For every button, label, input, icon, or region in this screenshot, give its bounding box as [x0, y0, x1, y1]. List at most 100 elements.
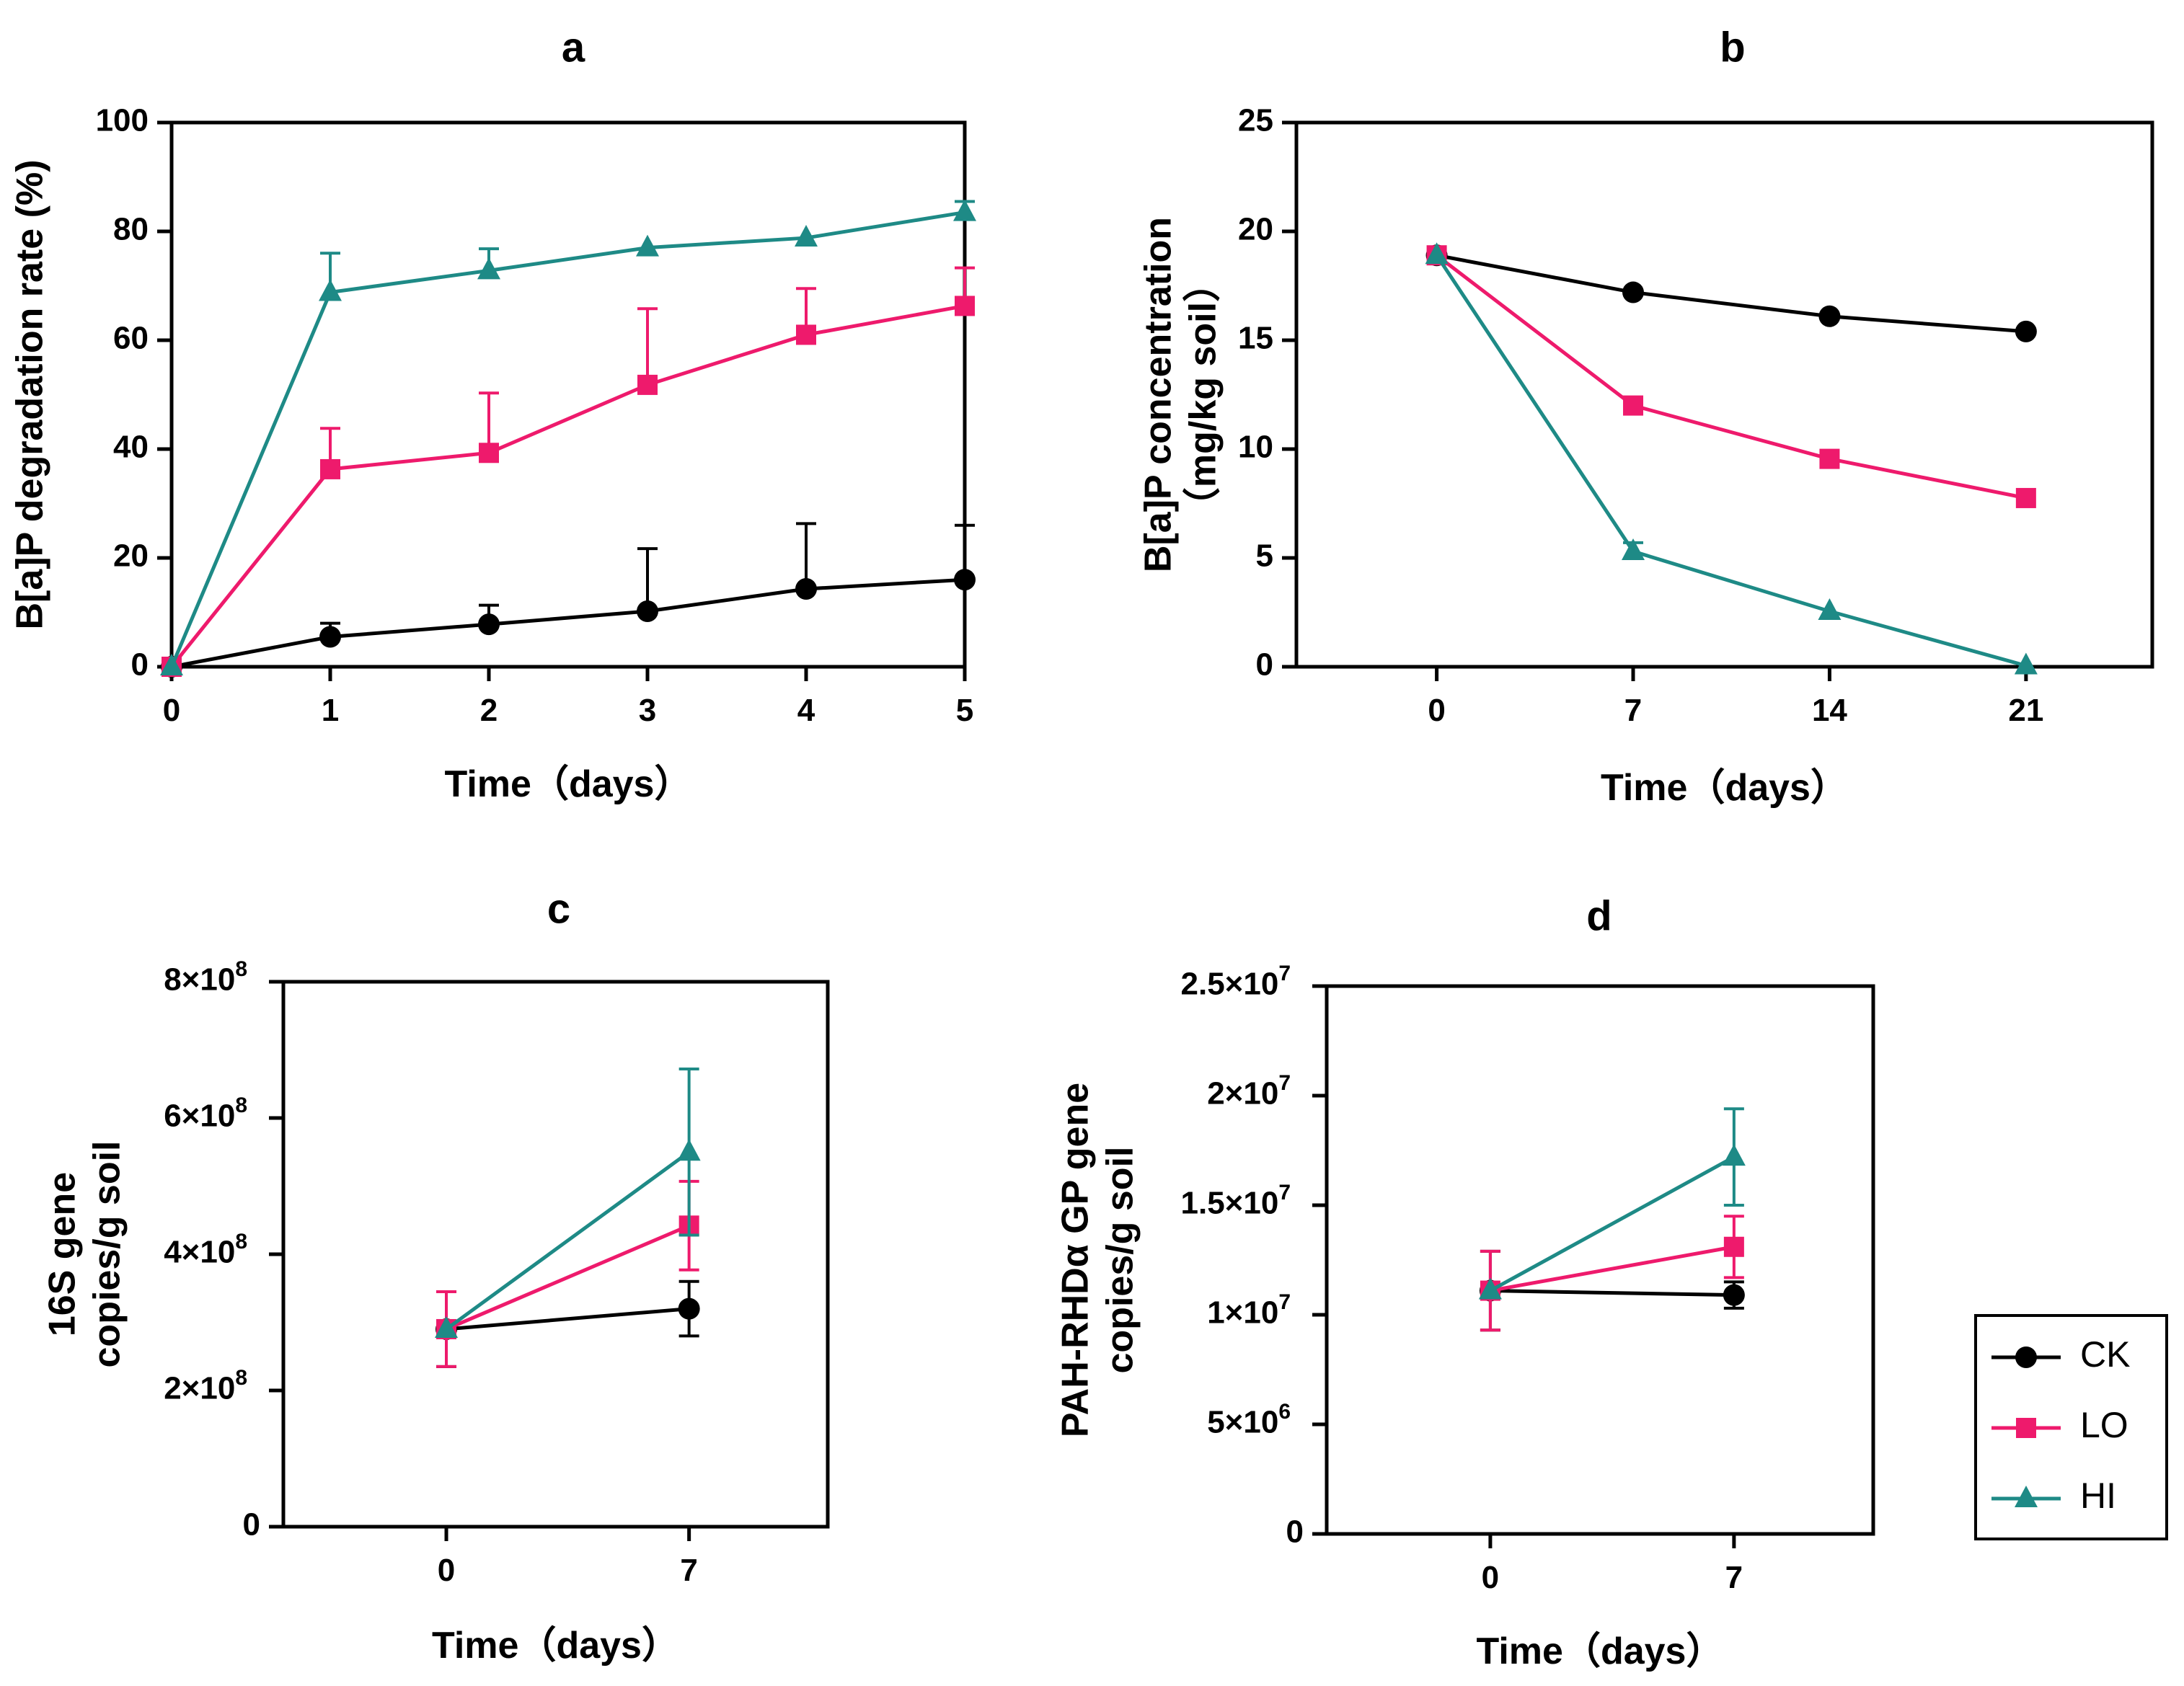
y-tick-exponent: 7: [1278, 1290, 1291, 1314]
panel-title: c: [547, 885, 570, 932]
data-point-hi: [677, 1139, 701, 1161]
x-tick-label: 0: [438, 1553, 455, 1588]
series-ck: [161, 522, 976, 678]
y-tick-label: 0: [243, 1507, 260, 1543]
y-tick-exponent: 7: [1278, 1181, 1291, 1204]
y-tick-label: 2.5×107: [1181, 962, 1291, 1002]
legend: CK LO HI: [1974, 1314, 2168, 1540]
data-point-lo: [637, 374, 658, 395]
series-line-hi: [169, 210, 965, 667]
data-point-ck: [1723, 1284, 1745, 1306]
y-tick-exponent: 8: [235, 1230, 247, 1254]
series-lo: [436, 1179, 699, 1368]
y-tick-label: 5: [1256, 538, 1273, 574]
data-point-ck: [678, 1297, 700, 1320]
data-point-hi: [1425, 242, 1449, 265]
data-point-hi: [1818, 598, 1842, 620]
data-point-lo: [1723, 1236, 1744, 1257]
series-line-ck: [171, 577, 965, 669]
series-line-lo: [170, 303, 965, 668]
panel-title: d: [1586, 892, 1612, 939]
x-tick-label: 0: [163, 693, 180, 728]
x-tick-label: 0: [1428, 693, 1445, 728]
panel-a: a 0 20 40 60 80 100 0 1 2 3 4 5 Time（days） B[a]P degra…: [9, 24, 976, 805]
series-ck: [436, 1279, 700, 1368]
legend-marker-hi: [2015, 1486, 2038, 1507]
legend-marker-lo: [2016, 1418, 2036, 1438]
series-line-lo: [1490, 1245, 1735, 1293]
series-hi: [435, 1067, 701, 1338]
y-axis-label: copies/g soil: [87, 1141, 128, 1368]
y-tick-label: 1.5×107: [1181, 1181, 1291, 1221]
panel-c: c 0 2×108 4×108 6×108 8×108 0 7 Time（days） 16S ge…: [42, 885, 830, 1667]
data-point-lo: [1623, 395, 1644, 416]
panel-title: a: [562, 24, 585, 71]
data-point-hi: [2014, 652, 2038, 675]
panel-title: b: [1720, 24, 1745, 71]
data-point-hi: [1722, 1144, 1746, 1166]
y-axis-label: B[a]P concentration: [1138, 217, 1180, 572]
data-point-ck: [478, 613, 500, 636]
series-ck: [1425, 244, 2037, 342]
x-axis-label: Time（days）: [445, 763, 692, 805]
x-tick-label: 7: [1624, 693, 1642, 728]
y-tick-label: 2×108: [164, 1366, 247, 1406]
data-point-ck: [795, 578, 817, 600]
y-tick-exponent: 7: [1278, 1071, 1291, 1095]
series-hi: [160, 199, 976, 675]
y-tick-label: 60: [113, 321, 149, 356]
y-tick-label: 0: [1286, 1514, 1304, 1550]
x-axis-label: Time（days）: [1601, 767, 1848, 809]
data-point-hi: [160, 654, 183, 675]
x-tick-label: 7: [680, 1553, 697, 1588]
series-line-hi: [1435, 254, 2027, 667]
x-tick-label: 1: [322, 693, 339, 728]
series-hi: [1478, 1107, 1746, 1300]
data-point-hi: [435, 1315, 459, 1338]
series-lo: [162, 266, 975, 677]
data-point-ck: [319, 626, 341, 648]
data-point-ck: [1818, 305, 1841, 327]
y-tick-label: 5×106: [1207, 1400, 1291, 1440]
x-tick-label: 14: [1812, 693, 1847, 728]
y-axis-label: B[a]P degradation rate (%): [9, 159, 51, 629]
x-tick-label: 5: [956, 693, 973, 728]
data-point-lo: [1819, 448, 1840, 469]
data-point-lo: [955, 296, 975, 316]
x-tick-label: 4: [797, 693, 815, 728]
data-point-ck: [1622, 281, 1645, 303]
data-point-ck: [954, 569, 976, 591]
y-tick-exponent: 7: [1278, 962, 1291, 985]
y-tick-exponent: 6: [1278, 1400, 1291, 1424]
data-point-hi: [795, 225, 818, 247]
plot-frame: [1294, 120, 2154, 669]
data-point-ck: [637, 600, 658, 622]
x-tick-label: 0: [1482, 1560, 1499, 1595]
data-point-lo: [320, 458, 340, 479]
data-point-hi: [1622, 538, 1645, 560]
y-tick-label: 40: [113, 430, 149, 465]
y-tick-label: 20: [113, 538, 149, 574]
legend-label-lo: LO: [2080, 1405, 2128, 1445]
data-point-hi: [636, 234, 659, 257]
y-tick-label: 8×108: [164, 957, 247, 998]
legend-label-hi: HI: [2080, 1476, 2116, 1516]
y-axis-label: 16S gene: [42, 1172, 84, 1336]
y-tick-exponent: 8: [235, 1093, 247, 1117]
plot-frame: [169, 120, 967, 669]
x-tick-label: 21: [2008, 693, 2043, 728]
y-tick-label: 6×108: [164, 1093, 247, 1134]
data-point-hi: [1478, 1277, 1502, 1300]
y-tick-exponent: 8: [235, 957, 247, 981]
x-axis-label: Time（days）: [1477, 1630, 1724, 1672]
y-tick-label: 25: [1238, 103, 1273, 138]
series-line-hi: [445, 1150, 691, 1331]
y-tick-label: 0: [131, 647, 149, 683]
y-axis-label: copies/g soil: [1100, 1147, 1141, 1374]
series-line-lo: [446, 1224, 690, 1331]
x-tick-label: 2: [480, 693, 498, 728]
data-point-hi: [953, 199, 976, 221]
y-tick-label: 0: [1256, 647, 1273, 683]
